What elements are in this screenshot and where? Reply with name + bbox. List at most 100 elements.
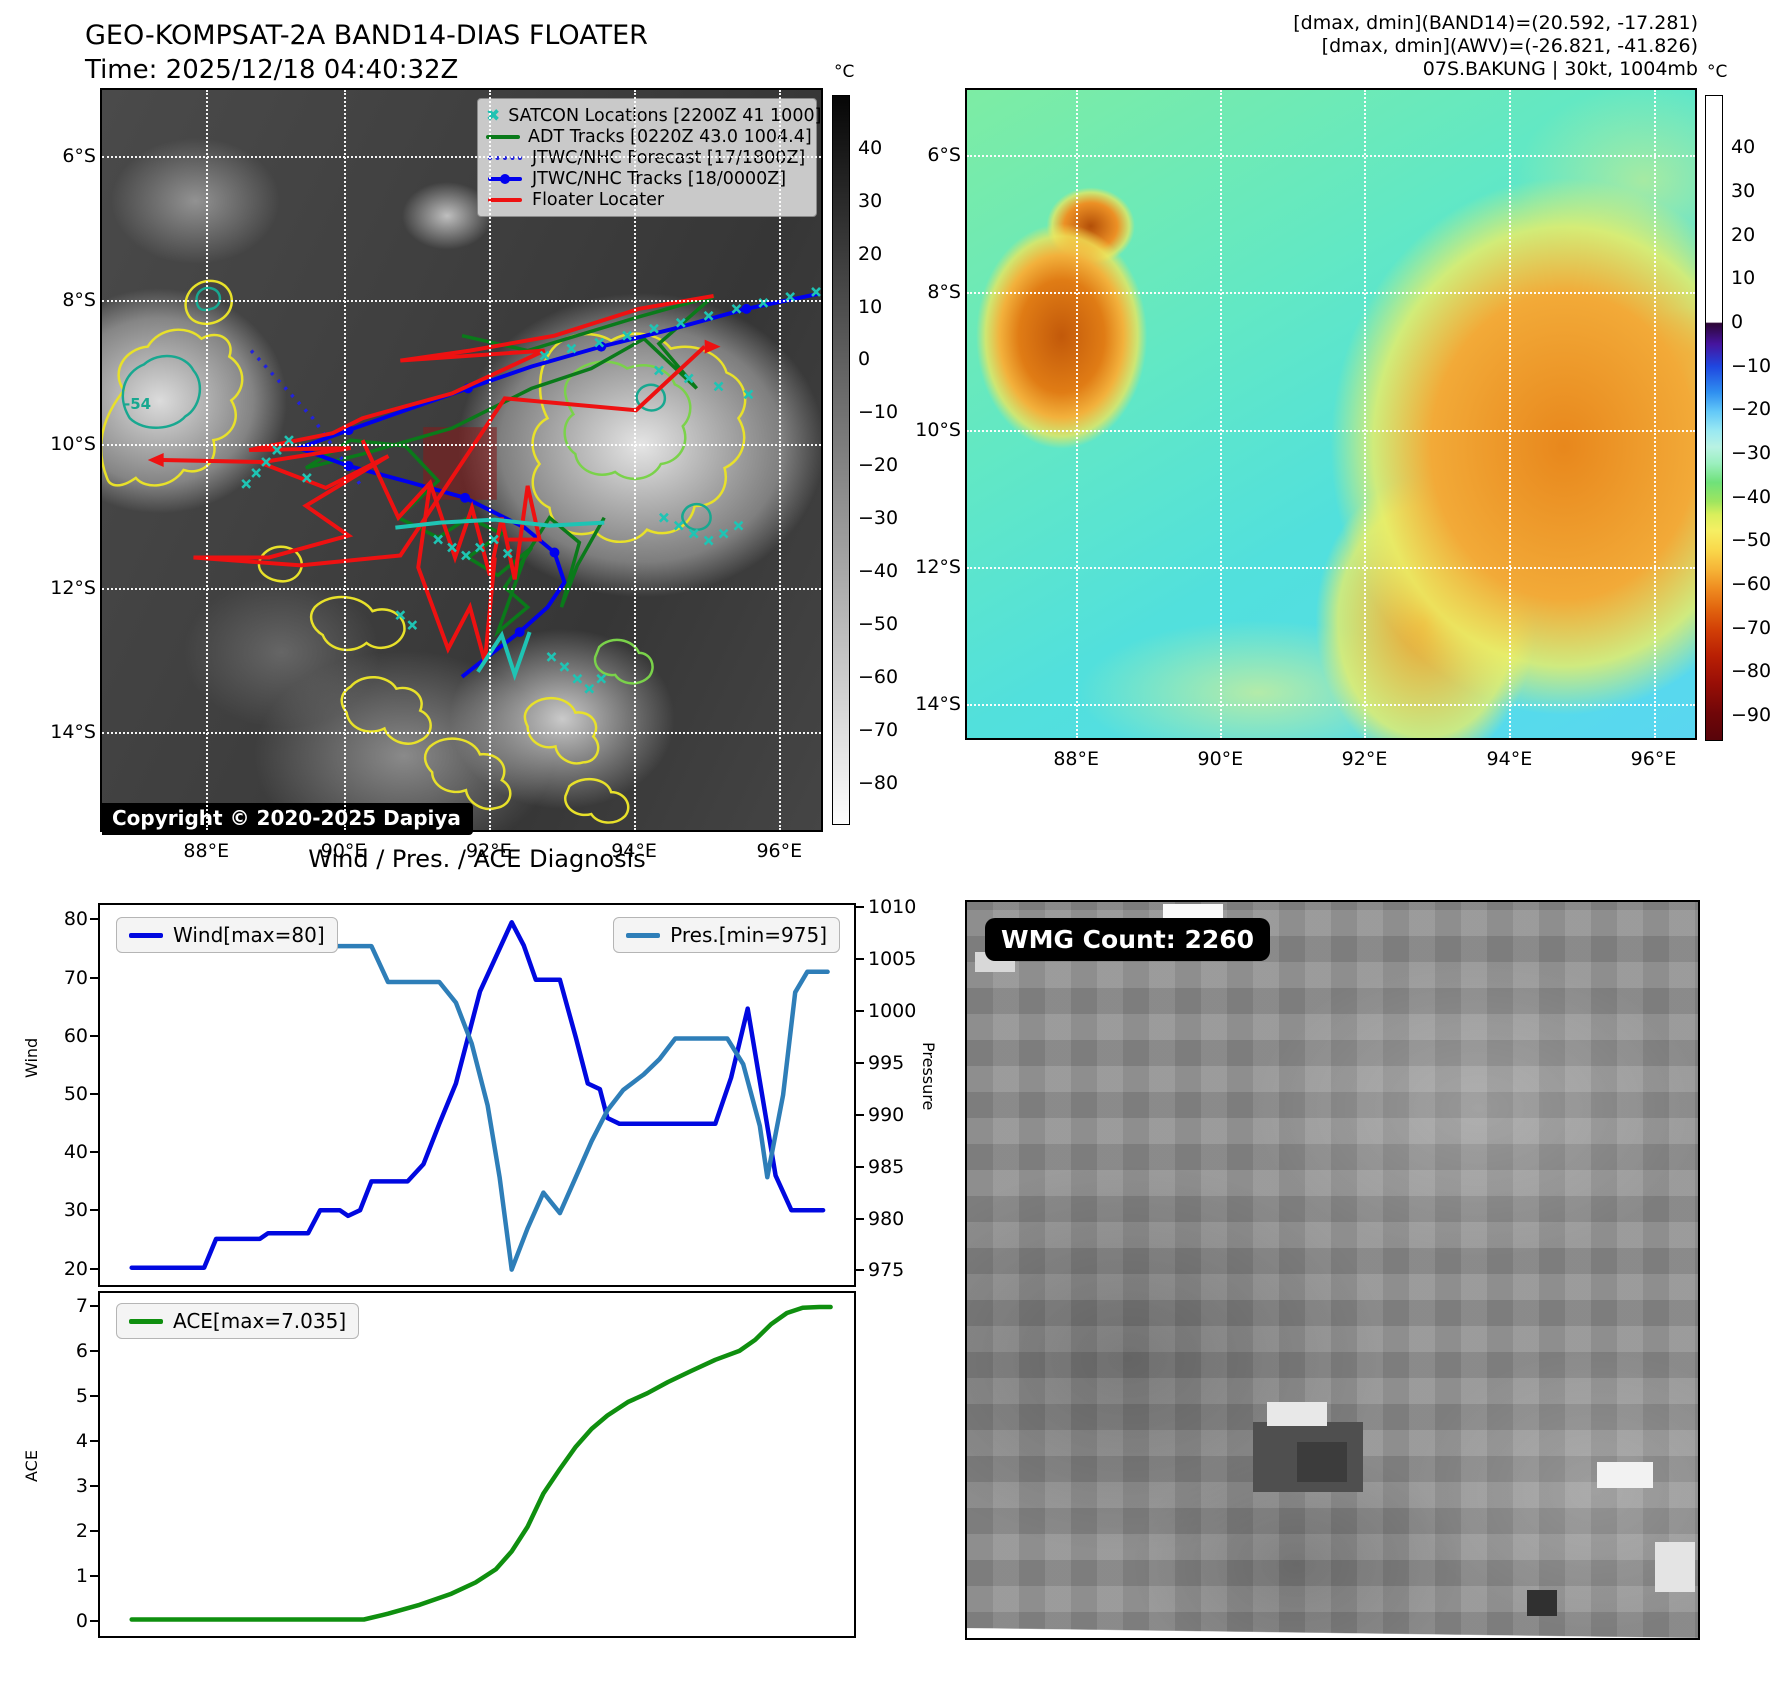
colorbar-tick-label: −40 xyxy=(1731,485,1772,508)
tick-mark xyxy=(90,1267,99,1270)
map-gridline xyxy=(1076,90,1079,738)
wind-legend: Wind[max=80] xyxy=(116,917,338,953)
chart-tick-label: 1 xyxy=(46,1565,99,1587)
tick-mark xyxy=(90,918,99,921)
lon-tick-label: 90°E xyxy=(1197,748,1244,770)
map-legend-item: Floater Locater xyxy=(486,189,808,210)
band14-title-line1: GEO-KOMPSAT-2A BAND14-DIAS FLOATER xyxy=(85,20,648,51)
colorbar-tick-label: 30 xyxy=(858,189,883,212)
chart-tick-label: 5 xyxy=(46,1384,99,1407)
map-gridline xyxy=(102,588,821,591)
dot-icon xyxy=(500,173,510,184)
lat-tick-label: 8°S xyxy=(62,289,96,312)
ir-contours xyxy=(102,279,747,824)
adt-track xyxy=(304,294,715,638)
legend-marker-line-icon xyxy=(486,134,520,139)
chart-tick-label: 0 xyxy=(46,1610,99,1633)
map-gridline xyxy=(967,429,1695,432)
map-gridline xyxy=(967,704,1695,707)
tick-value: 1005 xyxy=(868,948,917,971)
series-ace xyxy=(129,1304,833,1622)
pressure-legend: Pres.[min=975] xyxy=(613,917,840,953)
map-gridline xyxy=(779,90,782,830)
tick-mark xyxy=(855,1061,864,1064)
lat-tick-label: 14°S xyxy=(915,693,961,716)
pressure-legend-swatch xyxy=(626,932,661,938)
colorbar-tick-label: −30 xyxy=(858,507,899,530)
colorbar-tick-label: −10 xyxy=(858,401,899,424)
colorbar-tick-label: −50 xyxy=(1731,529,1772,552)
map-legend-item: ADT Tracks [0220Z 43.0 1004.4] xyxy=(486,126,812,147)
tick-mark xyxy=(90,1034,99,1037)
tick-value: 60 xyxy=(63,1024,88,1047)
colorbar-tick-label: −60 xyxy=(858,665,899,688)
wind-legend-label: Wind[max=80] xyxy=(173,923,325,947)
ace-plot xyxy=(129,1304,833,1622)
copyright-badge: Copyright © 2020-2025 Dapiya xyxy=(102,803,473,835)
tick-value: 0 xyxy=(75,1610,88,1633)
awv-dmax-band14: [dmax, dmin](BAND14)=(20.592, -17.281) xyxy=(1293,12,1698,34)
tick-mark xyxy=(90,1485,99,1488)
awv-satellite-map[interactable]: 88°E 90°E 92°E 94°E 96°E 6°S 8°S 10°S 12°S 14°S xyxy=(915,88,1697,770)
pixel-block xyxy=(1655,1542,1695,1592)
ace-chart[interactable]: ACE[max=7.035] xyxy=(98,1291,856,1638)
lat-tick-label: 10°S xyxy=(915,418,961,441)
colorbar-tick-label: 10 xyxy=(858,295,883,318)
tick-mark xyxy=(90,1349,99,1352)
pixel-block xyxy=(1267,1402,1327,1426)
colorbar-tick-label: −40 xyxy=(858,560,899,583)
map-gridline xyxy=(206,90,209,830)
chart-tick-label: 995 xyxy=(855,1052,904,1074)
colorbar-tick-label: −10 xyxy=(1731,354,1772,377)
map-gridline xyxy=(967,292,1695,295)
wmg-count-image[interactable]: WMG Count: 2260 xyxy=(965,900,1700,1640)
tick-value: 6 xyxy=(75,1339,88,1362)
chart-tick-label: 60 xyxy=(46,1024,99,1047)
chart-tick-label: 980 xyxy=(855,1207,905,1230)
band14-title: GEO-KOMPSAT-2A BAND14-DIAS FLOATER Time:… xyxy=(85,20,648,85)
chart-tick-label: 50 xyxy=(46,1083,99,1105)
chart-tick-label: 1000 xyxy=(855,1000,916,1022)
band14-overlay xyxy=(102,279,821,824)
wind-pressure-chart[interactable]: Wind[max=80] Pres.[min=975] xyxy=(98,903,856,1287)
wind-pressure-plot xyxy=(129,920,830,1272)
image-edge xyxy=(967,1628,1698,1638)
colorbar-tick-label: −90 xyxy=(1731,703,1772,726)
tick-value: 4 xyxy=(75,1429,88,1452)
tick-mark xyxy=(90,1620,99,1623)
chart-tick-label: 40 xyxy=(46,1141,99,1164)
line-icon xyxy=(486,134,520,139)
map-gridline xyxy=(1509,90,1512,738)
tick-value: 80 xyxy=(63,908,88,931)
tick-mark xyxy=(855,1009,864,1012)
colorbar-tick-label: 20 xyxy=(1731,223,1756,246)
pressure-legend-label: Pres.[min=975] xyxy=(670,923,827,947)
lon-tick-label: 92°E xyxy=(465,840,512,862)
awv-colorbar-unit: °C xyxy=(1707,62,1728,82)
tick-mark xyxy=(90,976,99,979)
chart-tick-label: 975 xyxy=(855,1259,904,1281)
band14-colorbar xyxy=(832,95,850,825)
tick-value: 980 xyxy=(868,1207,905,1230)
tick-mark xyxy=(855,1165,864,1168)
lon-tick-label: 90°E xyxy=(320,840,367,862)
colorbar-tick-label: 20 xyxy=(858,242,883,265)
chart-tick-label: 990 xyxy=(855,1104,904,1126)
wmg-count-label: WMG Count: 2260 xyxy=(985,918,1271,961)
ace-legend-label: ACE[max=7.035] xyxy=(173,1309,347,1333)
colorbar-tick-label: 0 xyxy=(1731,310,1744,333)
tick-value: 5 xyxy=(75,1384,88,1407)
diagnosis-chart-title: Wind / Pres. / ACE Diagnosis xyxy=(308,845,646,873)
tick-mark xyxy=(855,1113,864,1116)
tick-value: 40 xyxy=(63,1141,88,1164)
chart-tick-label: 7 xyxy=(46,1294,99,1317)
chart-tick-label: 20 xyxy=(46,1258,99,1280)
tick-value: 7 xyxy=(75,1294,88,1317)
colorbar-tick-label: 30 xyxy=(1731,180,1756,203)
band14-satellite-map[interactable]: ✖ SATCON Locations [2200Z 41 1000] ADT Tra… xyxy=(50,88,823,862)
chart-tick-label: 30 xyxy=(46,1199,99,1221)
tick-mark xyxy=(90,1530,99,1533)
map-legend-label: Floater Locater xyxy=(532,189,665,210)
map-gridline xyxy=(967,566,1695,569)
